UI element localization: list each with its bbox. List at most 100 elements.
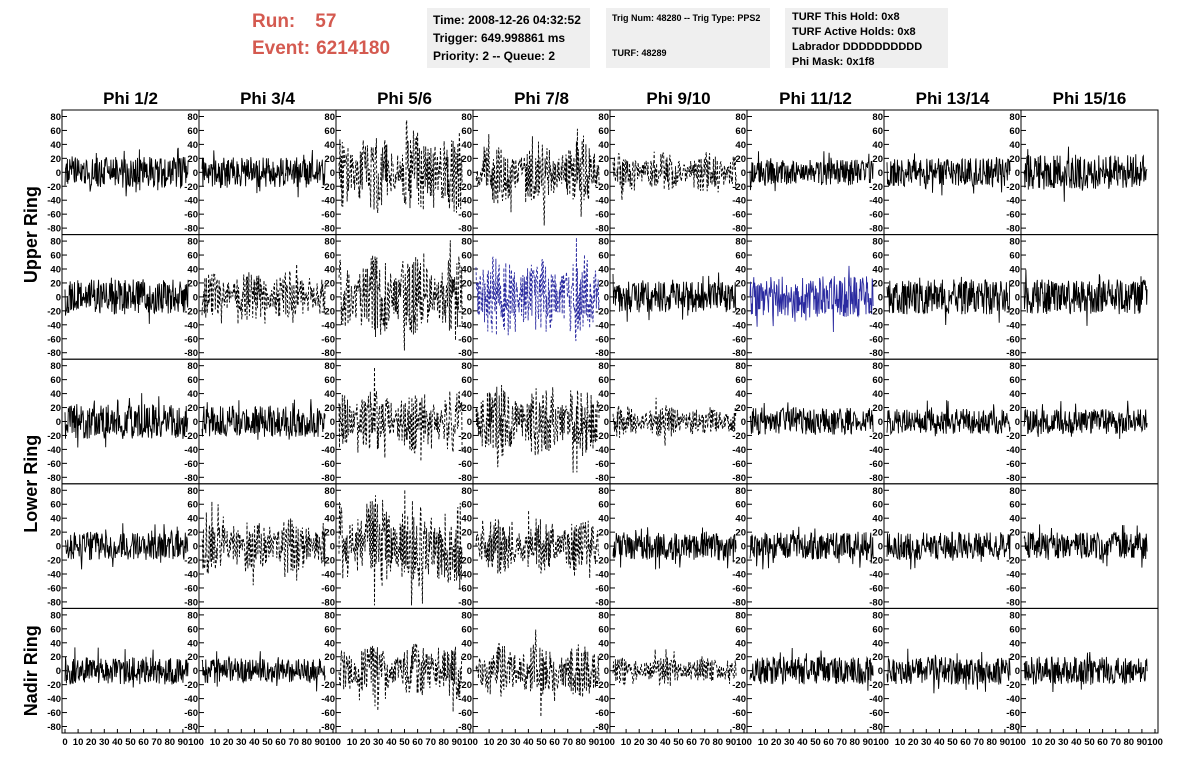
y-tick-label: -80	[458, 473, 472, 484]
y-tick-label: 20	[461, 154, 472, 165]
y-tick-label: 0	[604, 542, 609, 553]
y-tick-label: 40	[872, 140, 883, 151]
x-tick-label: 60	[275, 737, 286, 748]
y-tick-label: 80	[50, 237, 61, 248]
y-tick-label: -40	[184, 445, 198, 456]
y-tick-label: -40	[732, 570, 746, 581]
y-tick-label: 20	[50, 278, 61, 289]
x-tick-label: 40	[934, 737, 945, 748]
y-tick-label: -60	[732, 459, 746, 470]
y-tick-label: -20	[1006, 306, 1020, 317]
y-tick-label: 40	[1009, 514, 1020, 525]
y-tick-label: 0	[467, 168, 472, 179]
waveform-trace	[1023, 524, 1148, 568]
y-tick-label: 0	[604, 417, 609, 428]
x-tick-label: 100	[736, 737, 752, 748]
y-tick-label: -60	[184, 708, 198, 719]
x-tick-label: 60	[823, 737, 834, 748]
waveform-trace	[612, 272, 737, 322]
panel-frame	[1020, 607, 1159, 734]
x-tick-label: 90	[1137, 737, 1148, 748]
x-tick-label: 30	[784, 737, 795, 748]
y-tick-label: 80	[598, 486, 609, 497]
y-tick-label: 40	[735, 638, 746, 649]
y-tick-label: -20	[595, 182, 609, 193]
y-tick-label: 0	[1015, 417, 1020, 428]
y-tick-label: -20	[1006, 680, 1020, 691]
y-tick-label: -40	[321, 196, 335, 207]
y-tick-label: 60	[598, 375, 609, 386]
y-tick-label: -20	[184, 556, 198, 567]
y-tick-label: -60	[1006, 334, 1020, 345]
y-tick-label: 20	[324, 528, 335, 539]
y-tick-label: -20	[321, 182, 335, 193]
x-tick-label: 80	[165, 737, 176, 748]
y-tick-label: -80	[869, 348, 883, 359]
y-tick-label: -80	[869, 224, 883, 235]
y-tick-label: 20	[461, 278, 472, 289]
y-tick-label: 60	[1009, 375, 1020, 386]
y-tick-label: 20	[187, 652, 198, 663]
column-title: Phi 3/4	[240, 89, 295, 108]
waveform-trace	[201, 399, 326, 440]
x-tick-label: 90	[726, 737, 737, 748]
y-tick-label: -40	[321, 694, 335, 705]
x-tick-label: 60	[549, 737, 560, 748]
y-tick-label: -40	[184, 694, 198, 705]
y-tick-label: 40	[50, 638, 61, 649]
y-tick-label: -40	[47, 196, 61, 207]
y-tick-label: 20	[598, 154, 609, 165]
y-tick-label: -60	[732, 210, 746, 221]
y-tick-label: 80	[1009, 361, 1020, 372]
y-tick-label: -80	[184, 722, 198, 733]
y-tick-label: 0	[193, 292, 198, 303]
y-tick-label: 20	[1009, 278, 1020, 289]
y-tick-label: -40	[595, 694, 609, 705]
x-tick-label: 60	[686, 737, 697, 748]
y-tick-label: -20	[184, 306, 198, 317]
x-tick-label: 70	[699, 737, 710, 748]
y-tick-label: 60	[598, 126, 609, 137]
y-tick-label: -60	[458, 459, 472, 470]
y-tick-label: 20	[187, 154, 198, 165]
y-tick-label: 0	[741, 292, 746, 303]
y-tick-label: -20	[458, 431, 472, 442]
y-tick-label: 80	[50, 486, 61, 497]
y-tick-label: -60	[595, 210, 609, 221]
x-tick-label: 80	[1124, 737, 1135, 748]
y-tick-label: -40	[869, 570, 883, 581]
y-tick-label: 80	[461, 486, 472, 497]
y-tick-label: -40	[458, 445, 472, 456]
x-tick-label: 100	[599, 737, 615, 748]
y-tick-label: 0	[467, 666, 472, 677]
y-tick-label: -20	[47, 306, 61, 317]
y-tick-label: -60	[47, 334, 61, 345]
waveform-trace	[749, 526, 874, 570]
x-tick-label: 50	[399, 737, 410, 748]
y-tick-label: 60	[324, 375, 335, 386]
y-tick-label: 40	[1009, 140, 1020, 151]
y-tick-label: -20	[869, 306, 883, 317]
y-tick-label: -40	[1006, 694, 1020, 705]
y-tick-label: 80	[461, 610, 472, 621]
y-tick-label: -40	[321, 320, 335, 331]
y-tick-label: -80	[732, 722, 746, 733]
y-tick-label: 40	[735, 140, 746, 151]
x-tick-label: 10	[1032, 737, 1043, 748]
y-tick-label: -20	[869, 680, 883, 691]
column-title: Phi 9/10	[646, 89, 710, 108]
y-tick-label: -60	[869, 459, 883, 470]
y-tick-label: -60	[1006, 708, 1020, 719]
y-tick-label: -40	[1006, 570, 1020, 581]
waveform-trace	[612, 397, 737, 446]
y-tick-label: 40	[50, 140, 61, 151]
y-tick-label: -20	[47, 556, 61, 567]
y-tick-label: 20	[50, 528, 61, 539]
turf-info-box: TURF This Hold: 0x8 TURF Active Holds: 0…	[785, 8, 948, 68]
x-tick-label: 80	[713, 737, 724, 748]
x-tick-label: 90	[315, 737, 326, 748]
y-tick-label: -20	[595, 680, 609, 691]
y-tick-label: 60	[50, 624, 61, 635]
y-tick-label: -20	[47, 431, 61, 442]
y-tick-label: 20	[872, 278, 883, 289]
